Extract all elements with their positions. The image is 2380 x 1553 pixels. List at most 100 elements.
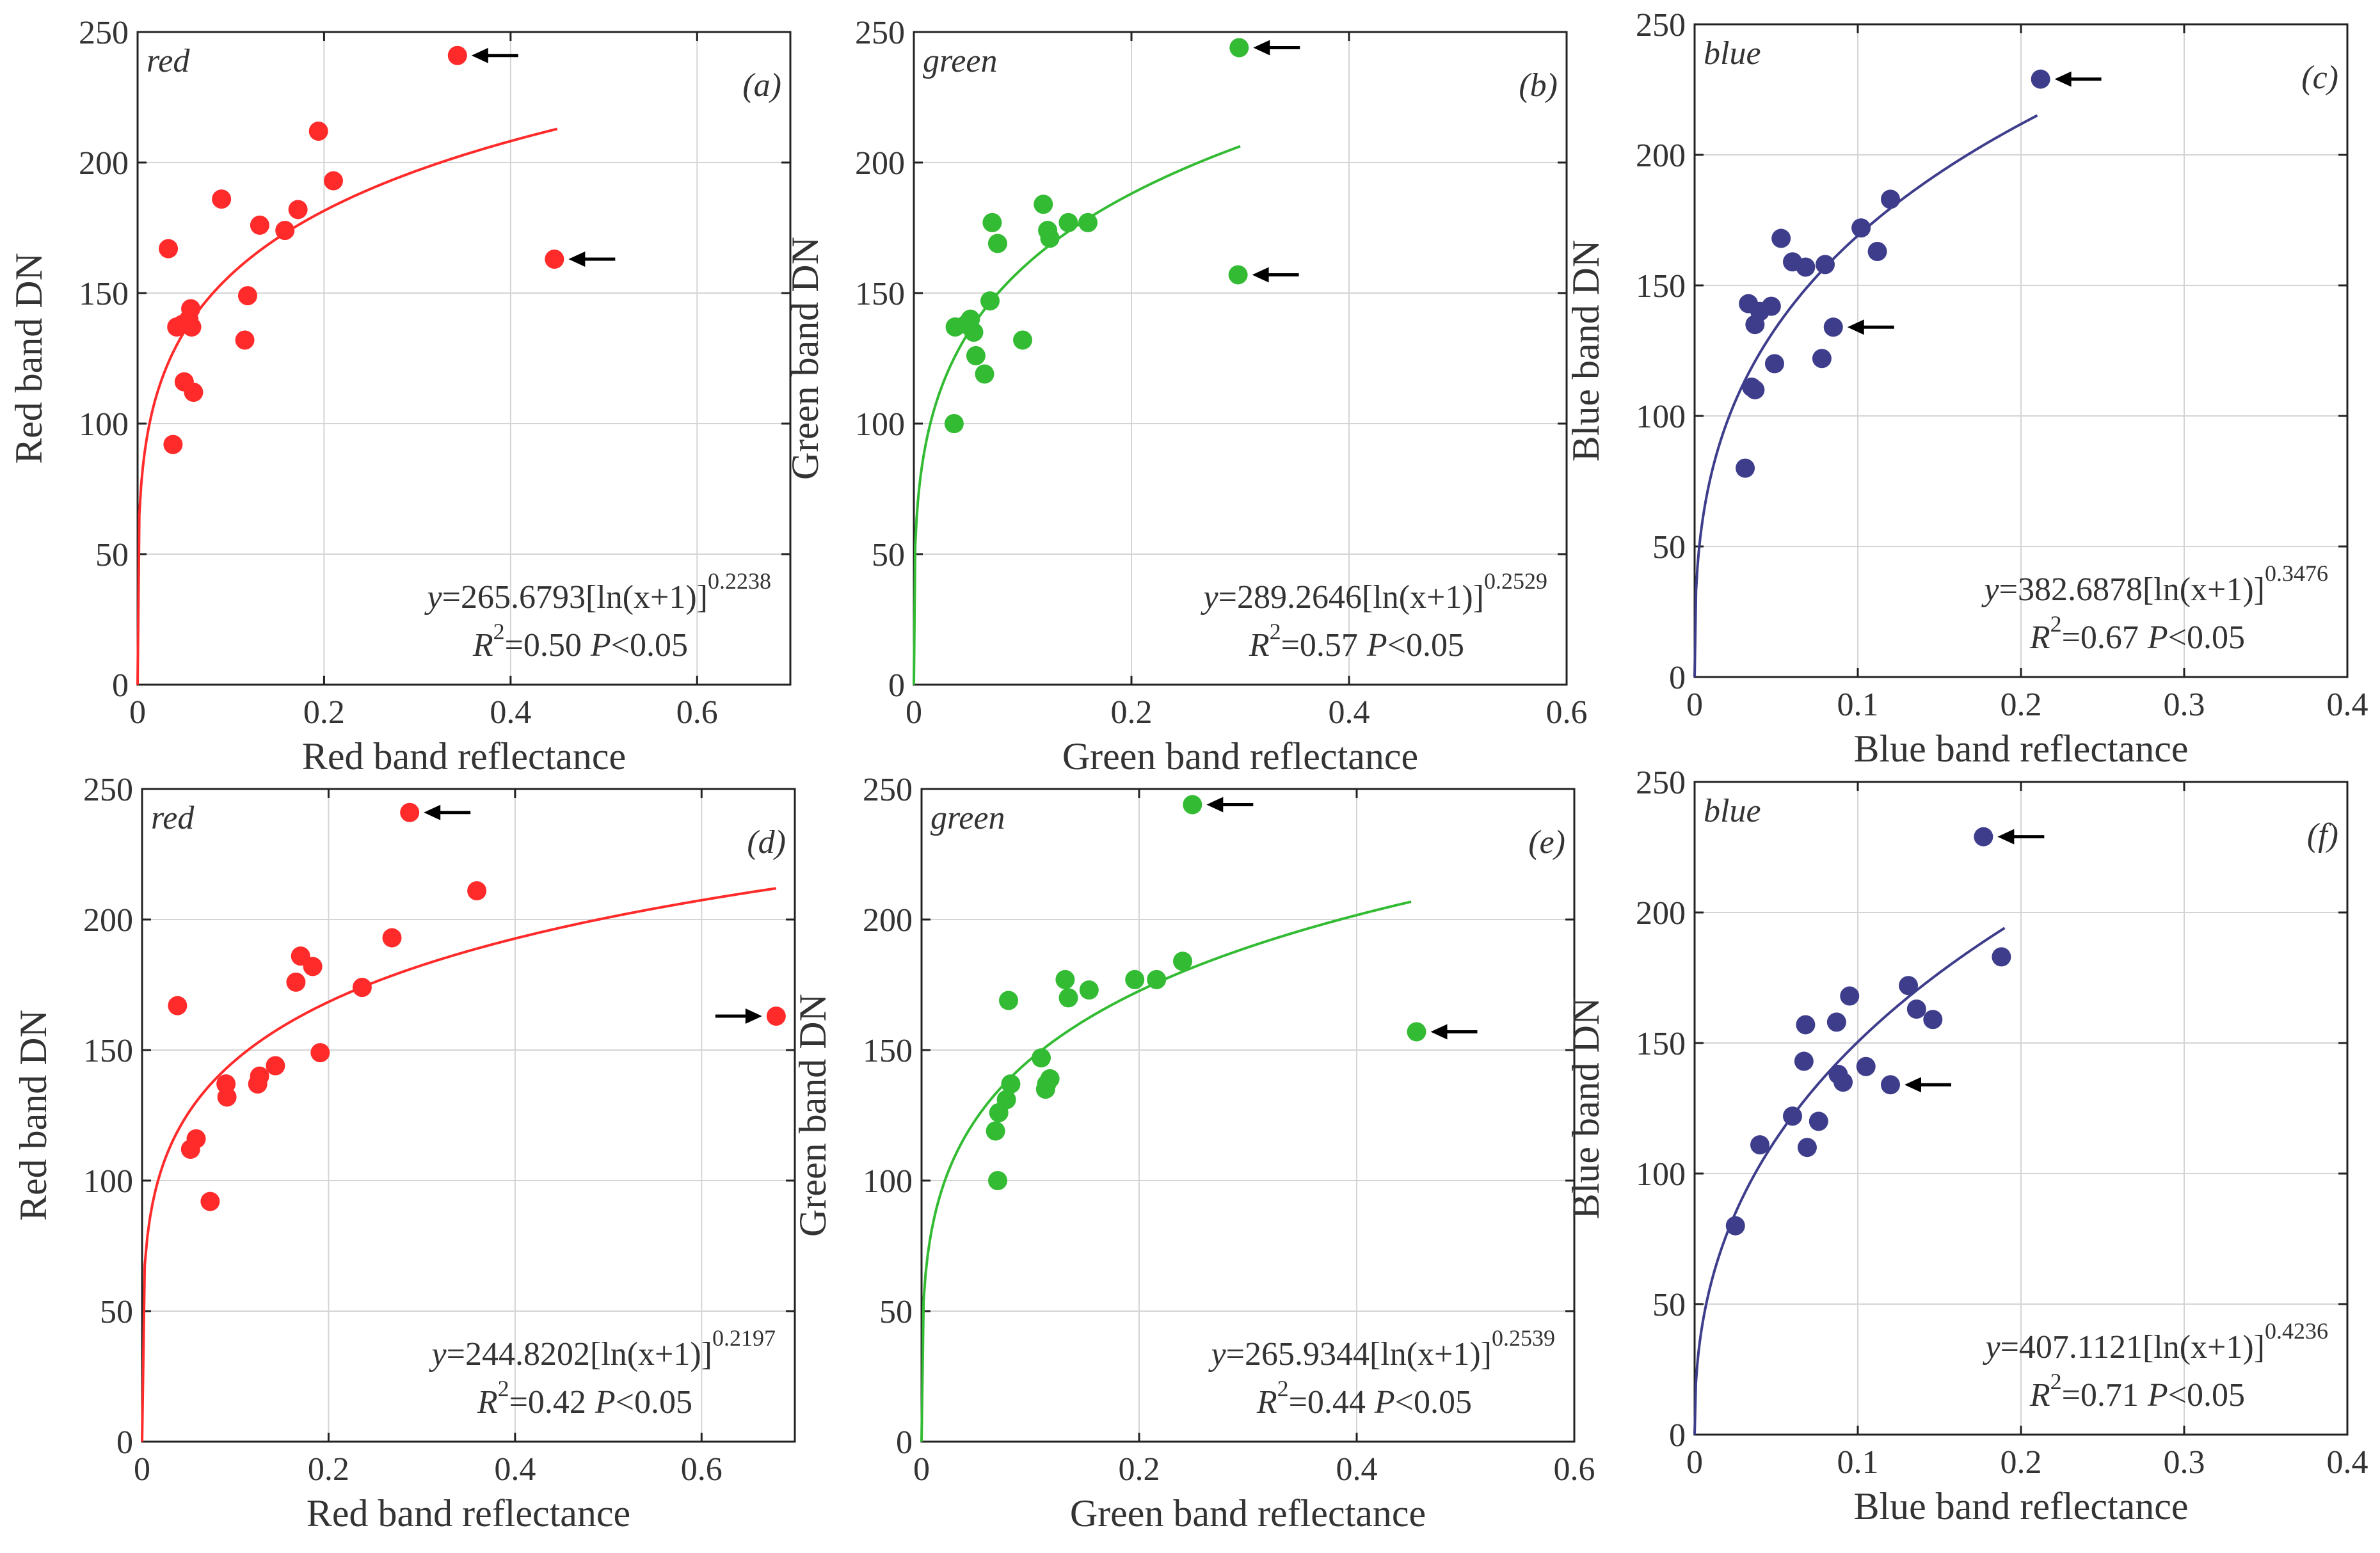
data-point — [1040, 1069, 1060, 1088]
p-value: <0.05 — [616, 1384, 692, 1421]
panel-letter: (b) — [1519, 67, 1558, 104]
y-tick-label: 100 — [863, 1163, 913, 1200]
data-point — [1229, 38, 1249, 58]
plot-frame — [136, 31, 792, 686]
y-tick-label: 150 — [79, 276, 129, 312]
data-point — [545, 249, 564, 269]
y-tick-label: 50 — [872, 537, 905, 573]
plot-frame — [913, 31, 1568, 686]
band-label: blue — [1704, 793, 1761, 829]
scatter-panel: 0 0.2 0.4 0.6 0 50 100 150 200 250 Green band refl… — [784, 15, 1588, 777]
y-tick-label: 250 — [83, 772, 133, 808]
data-point — [1125, 969, 1145, 989]
data-point — [964, 323, 984, 342]
y-tick-label: 250 — [1636, 7, 1686, 44]
x-tick-label: 0.2 — [1111, 694, 1153, 731]
data-point — [1058, 212, 1078, 232]
fit-curve — [1693, 927, 2006, 1435]
data-point — [1750, 1135, 1769, 1155]
data-point — [266, 1056, 285, 1076]
data-point — [1992, 947, 2011, 967]
y-tick-label: 200 — [863, 902, 913, 939]
equation-body: =289.2646[ln(x+1)] — [1218, 579, 1484, 616]
y-tick-label: 100 — [79, 406, 129, 443]
y-tick-label: 250 — [1636, 765, 1686, 801]
panel-letter: (e) — [1528, 824, 1565, 861]
p-symbol: P — [2147, 1377, 2168, 1414]
p-symbol: P — [1366, 627, 1387, 664]
data-point — [382, 928, 402, 948]
outlier-arrow-icon — [471, 47, 518, 63]
y-tick-label: 150 — [1636, 1026, 1686, 1062]
y-tick-label: 0 — [1669, 660, 1686, 696]
r-squared-value: =0.44 — [1289, 1384, 1366, 1421]
scatter-panel: 0 0.2 0.4 0.6 0 50 100 150 200 250 Green band refl… — [792, 772, 1595, 1534]
data-point — [1906, 999, 1926, 1019]
data-point — [200, 1191, 220, 1211]
r-squared-symbol: R — [477, 1384, 498, 1421]
p-value: <0.05 — [1395, 1384, 1472, 1421]
r-squared-symbol: R — [1256, 1384, 1277, 1421]
x-tick-label: 0.1 — [1837, 687, 1879, 723]
data-point — [237, 286, 257, 306]
equation-exponent: 0.2238 — [708, 568, 771, 594]
r-squared-exponent: 2 — [493, 619, 505, 644]
equation-variable: y — [1981, 571, 2000, 608]
plot-frame — [141, 788, 796, 1443]
p-symbol: P — [595, 1384, 616, 1421]
y-axis-title: Red band DN — [12, 1010, 54, 1221]
r-squared-value: =0.71 — [2062, 1377, 2139, 1414]
y-tick-label: 200 — [1636, 895, 1686, 932]
x-tick-label: 0 — [906, 694, 922, 731]
plot-frame — [920, 788, 1576, 1443]
p-value: <0.05 — [611, 627, 688, 664]
x-tick-label: 0.2 — [308, 1451, 349, 1488]
r-squared-symbol: R — [472, 627, 493, 664]
y-tick-label: 50 — [95, 537, 129, 573]
data-point — [1867, 241, 1887, 261]
data-point — [184, 383, 204, 402]
scatter-panel: 0 0.2 0.4 0.6 0 50 100 150 200 250 Red band reflec… — [8, 15, 792, 777]
scatter-panel: 0 0.2 0.4 0.6 0 50 100 150 200 250 Red band reflec… — [12, 772, 796, 1534]
data-point — [286, 972, 306, 992]
p-symbol: P — [590, 627, 611, 664]
panel-letter: (c) — [2301, 60, 2338, 96]
equation-body: =265.9344[ln(x+1)] — [1226, 1336, 1492, 1373]
y-tick-label: 250 — [863, 772, 913, 808]
x-axis-title: Blue band reflectance — [1853, 1485, 2188, 1527]
data-point — [1881, 1075, 1900, 1095]
data-point — [217, 1087, 237, 1107]
data-point — [999, 991, 1018, 1010]
data-point — [1851, 218, 1871, 238]
data-point — [2031, 69, 2050, 89]
data-point — [1840, 986, 1860, 1006]
data-point — [1736, 458, 1755, 478]
scatter-panel: 0 0.1 0.2 0.3 0.4 0 50 100 150 200 250 Blue band re… — [1565, 7, 2368, 770]
x-tick-label: 0.4 — [1329, 694, 1370, 731]
data-point — [250, 1066, 269, 1086]
band-label: green — [930, 800, 1005, 836]
data-point — [1794, 1051, 1814, 1071]
data-point — [308, 122, 328, 141]
equation-body: =244.8202[ln(x+1)] — [447, 1336, 712, 1373]
fit-equation: y=382.6878[ln(x+1)]0.3476 — [1981, 561, 2328, 608]
x-tick-label: 0.3 — [2164, 1444, 2205, 1481]
r-squared-exponent: 2 — [1270, 619, 1281, 644]
fit-statistics: R2=0.50 P<0.05 — [472, 619, 688, 664]
fit-curve — [136, 127, 558, 685]
fit-equation: y=265.6793[ln(x+1)]0.2238 — [424, 568, 771, 616]
x-tick-label: 0.1 — [1837, 1444, 1879, 1481]
equation-body: =407.1121[ln(x+1)] — [2001, 1329, 2265, 1366]
fit-curve — [141, 887, 777, 1442]
outlier-arrow-icon — [1997, 829, 2045, 845]
band-label: red — [147, 43, 190, 79]
fit-statistics: R2=0.44 P<0.05 — [1256, 1376, 1472, 1421]
x-axis-title: Blue band reflectance — [1853, 728, 2188, 770]
x-tick-label: 0 — [134, 1451, 150, 1488]
x-tick-label: 0.4 — [1336, 1451, 1378, 1488]
y-tick-label: 50 — [1652, 1287, 1686, 1323]
x-tick-label: 0.3 — [2164, 687, 2205, 723]
data-point — [1812, 349, 1832, 369]
data-point — [1001, 1074, 1021, 1094]
